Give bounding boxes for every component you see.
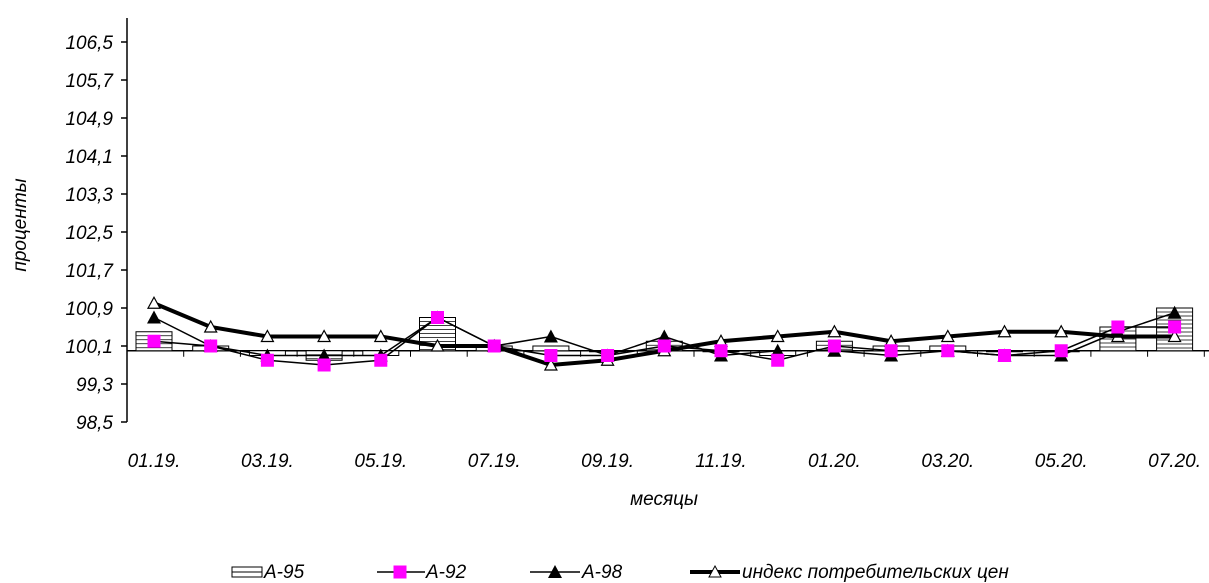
y-axis: 106,5 105,7 104,9 104,1 103,3 102,5 101,7 100,9… [65,18,128,434]
marker-cpi [543,357,558,371]
series-markers [146,295,1182,372]
x-tick-label: 05.20. [1035,451,1088,472]
legend-label-cpi: индекс потребительских цен [742,562,1009,583]
marker-cpi [1167,329,1182,343]
y-tick-label: 103,3 [65,185,113,206]
x-axis-title: месяцы [630,489,698,510]
marker-a98 [657,329,672,343]
marker-a98 [147,310,161,324]
x-tick-label: 05.19. [354,451,407,472]
y-tick-label: 101,7 [65,261,114,282]
marker-a92 [487,339,501,353]
legend-label-a95: А-95 [263,562,305,583]
marker-a92 [147,334,161,348]
legend-item-a95: А-95 [231,562,305,583]
marker-a92 [317,358,331,372]
marker-a92 [1054,344,1068,358]
x-tick-label: 01.19. [128,451,181,472]
marker-cpi [146,295,162,309]
marker-a98 [770,343,785,357]
marker-cpi [1054,324,1069,338]
marker-a92 [260,353,274,367]
x-tick-label: 07.19. [468,451,521,472]
marker-cpi [940,329,955,343]
marker-cpi [317,329,332,343]
marker-cpi [203,319,218,333]
marker-a92 [714,344,728,358]
marker-a98 [317,348,332,362]
marker-a98 [543,329,558,343]
marker-a92 [884,344,898,358]
x-tick-label: 07.20. [1148,451,1201,472]
y-axis-title: проценты [10,178,31,271]
x-tick-label: 11.19. [695,451,746,472]
y-tick-label: 106,5 [65,33,113,54]
y-tick-label: 105,7 [65,71,114,92]
marker-a92 [374,353,388,367]
legend-label-a98: А-98 [581,562,623,583]
x-axis: 01.19. 03.19. 05.19. 07.19. 09.19. 11.19. 01.2… [126,350,1209,472]
legend: А-95 А-92 А-98 индекс потребительских це… [231,562,1009,583]
x-tick-label: 01.20. [808,451,861,472]
marker-cpi [827,324,842,338]
marker-cpi [997,324,1012,338]
marker-a92 [601,349,615,362]
marker-a92 [998,349,1011,362]
marker-a92 [827,339,841,353]
marker-a92 [431,311,444,324]
y-tick-label: 100,1 [65,337,113,358]
marker-a98 [1167,305,1182,319]
y-tick-label: 99,3 [76,375,113,396]
legend-item-a98: А-98 [530,562,623,583]
y-tick-label: 102,5 [65,223,113,244]
marker-a92 [657,339,671,353]
marker-a92 [941,344,955,358]
marker-a92 [1168,320,1182,334]
marker-a92 [544,349,558,362]
marker-a92 [1111,320,1125,334]
y-tick-label: 104,9 [65,109,113,130]
x-tick-label: 09.19. [581,451,634,472]
marker-a92 [204,339,218,353]
y-tick-label: 104,1 [65,147,113,168]
marker-cpi [260,329,275,343]
legend-item-cpi: индекс потребительских цен [690,562,1009,583]
marker-cpi [373,329,388,343]
marker-cpi [430,338,445,352]
marker-cpi [770,329,785,343]
y-tick-label: 100,9 [65,299,113,320]
marker-a92 [771,353,785,367]
y-tick-label: 98,5 [76,413,113,434]
legend-label-a92: А-92 [425,562,467,583]
x-tick-label: 03.19. [241,451,294,472]
legend-item-a92: А-92 [377,562,467,583]
x-tick-label: 03.20. [921,451,974,472]
